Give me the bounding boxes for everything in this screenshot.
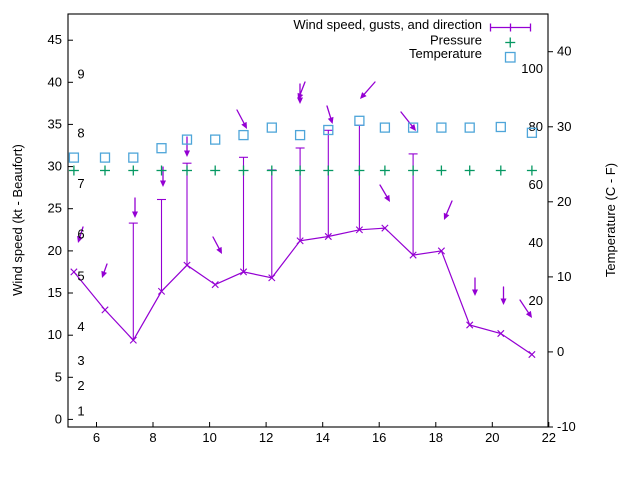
svg-text:Wind speed (kt - Beaufort): Wind speed (kt - Beaufort) (10, 144, 25, 296)
svg-text:15: 15 (48, 285, 62, 300)
svg-text:10: 10 (48, 327, 62, 342)
svg-text:40: 40 (529, 235, 543, 250)
svg-text:25: 25 (48, 201, 62, 216)
svg-text:2: 2 (77, 378, 84, 393)
svg-text:30: 30 (48, 159, 62, 174)
svg-text:9: 9 (77, 66, 84, 81)
svg-text:6: 6 (93, 430, 100, 445)
svg-text:10: 10 (202, 430, 216, 445)
svg-text:4: 4 (77, 319, 84, 334)
svg-text:10: 10 (557, 269, 571, 284)
svg-text:100: 100 (521, 61, 543, 76)
svg-text:14: 14 (315, 430, 329, 445)
svg-text:5: 5 (55, 369, 62, 384)
svg-text:Temperature (C - F): Temperature (C - F) (603, 163, 618, 277)
svg-text:20: 20 (48, 243, 62, 258)
svg-text:16: 16 (372, 430, 386, 445)
svg-text:45: 45 (48, 32, 62, 47)
svg-text:22: 22 (542, 430, 556, 445)
svg-text:0: 0 (55, 412, 62, 427)
svg-text:5: 5 (77, 269, 84, 284)
svg-text:8: 8 (149, 430, 156, 445)
svg-text:20: 20 (485, 430, 499, 445)
svg-text:30: 30 (557, 119, 571, 134)
svg-text:40: 40 (557, 44, 571, 59)
svg-text:35: 35 (48, 116, 62, 131)
svg-text:60: 60 (529, 177, 543, 192)
svg-text:3: 3 (77, 353, 84, 368)
svg-text:20: 20 (557, 194, 571, 209)
svg-text:-10: -10 (557, 419, 576, 434)
svg-text:8: 8 (77, 125, 84, 140)
svg-text:1: 1 (77, 404, 84, 419)
svg-text:18: 18 (429, 430, 443, 445)
svg-text:6: 6 (77, 227, 84, 242)
svg-text:0: 0 (557, 344, 564, 359)
svg-text:Wind speed, gusts, and directi: Wind speed, gusts, and direction (293, 17, 482, 32)
svg-text:40: 40 (48, 74, 62, 89)
svg-text:Temperature: Temperature (409, 46, 482, 61)
svg-text:20: 20 (529, 293, 543, 308)
svg-text:12: 12 (259, 430, 273, 445)
svg-text:7: 7 (77, 176, 84, 191)
